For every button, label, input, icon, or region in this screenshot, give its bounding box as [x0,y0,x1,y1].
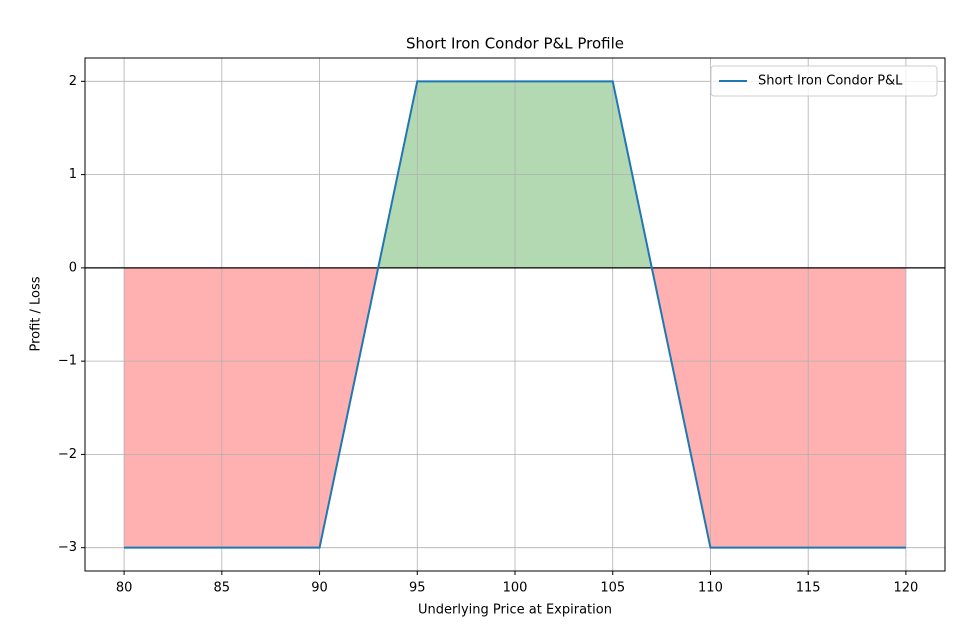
y-tick-label: −3 [58,540,77,555]
x-tick-label: 95 [409,581,426,596]
x-tick-label: 105 [600,581,625,596]
y-tick-label: −2 [58,447,77,462]
x-tick-label: 115 [796,581,821,596]
y-tick-label: 2 [69,74,77,89]
legend-box [710,65,938,97]
x-tick-label: 110 [698,581,723,596]
x-tick-label: 100 [503,581,528,596]
plot-frame [84,57,946,572]
x-tick-label: 85 [214,581,231,596]
chart-title: Short Iron Condor P&L Profile [406,35,624,53]
y-tick-label: 0 [69,260,77,275]
legend-label: Short Iron Condor P&L [758,74,903,89]
x-axis-label: Underlying Price at Expiration [418,603,612,618]
x-tick-label: 80 [116,581,133,596]
y-tick-label: −1 [58,354,77,369]
y-axis-label: Profit / Loss [29,276,44,351]
pnl-line [124,80,906,549]
x-tick-label: 120 [893,581,918,596]
y-tick-label: 1 [69,167,77,182]
x-tick-label: 90 [311,581,328,596]
